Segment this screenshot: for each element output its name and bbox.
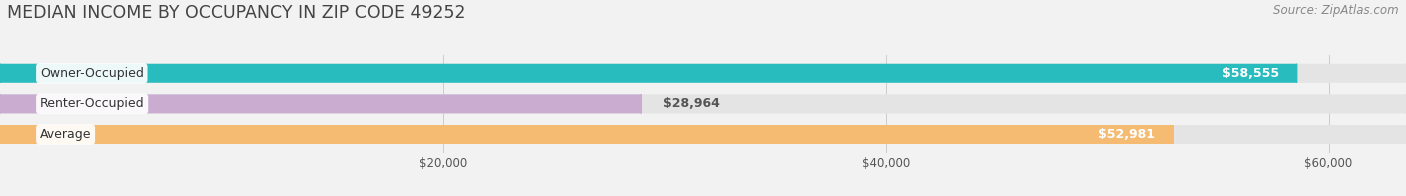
FancyBboxPatch shape xyxy=(0,64,1406,83)
FancyBboxPatch shape xyxy=(0,125,1173,144)
Text: Owner-Occupied: Owner-Occupied xyxy=(39,67,143,80)
Text: $58,555: $58,555 xyxy=(1222,67,1279,80)
Text: Renter-Occupied: Renter-Occupied xyxy=(39,97,145,110)
FancyBboxPatch shape xyxy=(0,94,641,113)
Text: Average: Average xyxy=(39,128,91,141)
Text: MEDIAN INCOME BY OCCUPANCY IN ZIP CODE 49252: MEDIAN INCOME BY OCCUPANCY IN ZIP CODE 4… xyxy=(7,4,465,22)
FancyBboxPatch shape xyxy=(0,125,1406,144)
FancyBboxPatch shape xyxy=(0,94,1406,113)
Text: Source: ZipAtlas.com: Source: ZipAtlas.com xyxy=(1274,4,1399,17)
Text: $28,964: $28,964 xyxy=(664,97,720,110)
FancyBboxPatch shape xyxy=(0,64,1296,83)
Text: $52,981: $52,981 xyxy=(1098,128,1156,141)
